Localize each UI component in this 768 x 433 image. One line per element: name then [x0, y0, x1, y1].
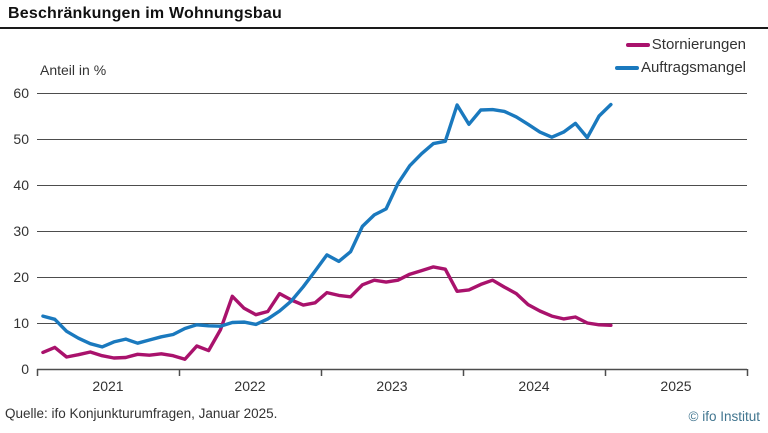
x-tick-label: 2021 [92, 378, 124, 394]
page-title: Beschränkungen im Wohnungsbau [8, 5, 282, 22]
source-note: Quelle: ifo Konjunkturumfragen, Januar 2… [5, 406, 278, 421]
series-line-auftragsmangel [41, 102, 613, 349]
stornierungen-line-swatch [625, 42, 650, 47]
legend-label-auftragsmangel: Auftragsmangel [640, 59, 746, 76]
legend-item-stornierungen: Stornierungen [625, 36, 746, 53]
series-line-stornierungen [41, 265, 613, 361]
chart-legend: Stornierungen Auftragsmangel [614, 36, 746, 76]
x-tick-label: 2023 [376, 378, 408, 394]
y-tick-label: 40 [13, 177, 29, 193]
x-tick-label: 2022 [234, 378, 266, 394]
y-tick-label: 50 [13, 131, 29, 147]
y-tick-label: 10 [13, 315, 29, 331]
y-tick-label: 20 [13, 269, 29, 285]
auftragsmangel-line-swatch [614, 65, 639, 70]
legend-item-auftragsmangel: Auftragsmangel [614, 59, 746, 76]
y-tick-label: 60 [13, 85, 29, 101]
y-axis-title: Anteil in % [40, 62, 107, 78]
y-tick-label: 30 [13, 223, 29, 239]
title-divider [0, 27, 768, 29]
y-tick-label: 0 [21, 361, 29, 377]
x-tick-label: 2025 [660, 378, 692, 394]
legend-label-stornierungen: Stornierungen [651, 36, 746, 53]
x-tick-label: 2024 [518, 378, 550, 394]
copyright-note: © ifo Institut [688, 409, 760, 424]
